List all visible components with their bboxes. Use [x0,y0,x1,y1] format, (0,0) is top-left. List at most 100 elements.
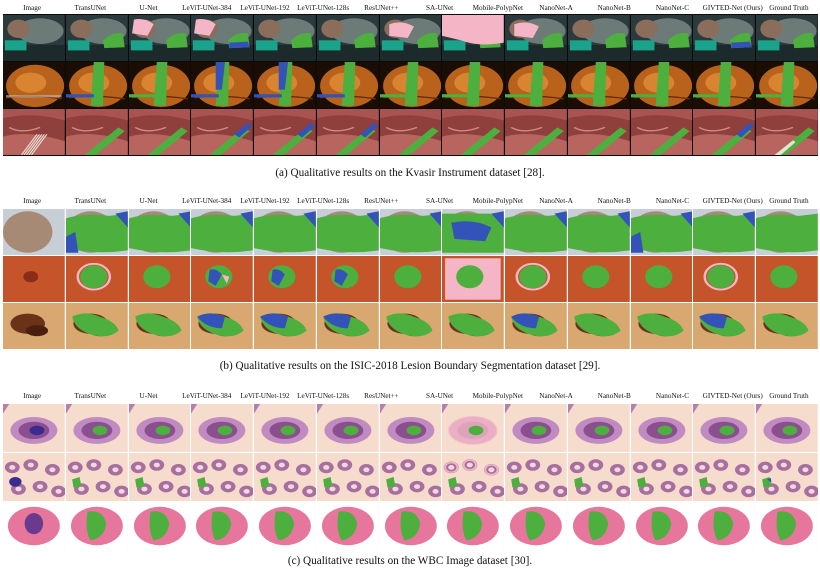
wbc-result-image [128,404,191,452]
kvasir-result-image [379,62,442,108]
kvasir-result-image [191,15,254,61]
kvasir-result-image [693,109,756,155]
isic-results-grid [3,209,818,349]
isic-result-image [567,209,630,255]
isic-result-image [379,209,442,255]
wbc-result-image [505,453,567,501]
column-header-givted-net-ours: GIVTED-Net (Ours) [702,4,763,12]
kvasir-result-image [379,109,442,155]
column-header-nanonet-a: NanoNet-A [539,197,573,205]
column-header-image: Image [23,392,42,400]
column-header-nanonet-a: NanoNet-A [539,4,573,12]
wbc-result-image [505,404,567,452]
column-header-sa-unet: SA-UNet [426,197,454,205]
kvasir-result-image [567,15,630,61]
isic-result-image [693,209,756,255]
column-header-mobile-polypnet: Mobile-PolypNet [472,197,523,205]
kvasir-result-image [505,15,567,61]
column-header-mobile-polypnet: Mobile-PolypNet [472,392,523,400]
wbc-result-image [505,502,567,550]
caption-wbc: (c) Qualitative results on the WBC Image… [287,555,533,567]
isic-result-image [693,256,756,302]
kvasir-result-image [316,109,379,155]
kvasir-result-image [567,109,630,155]
isic-result-image [65,256,128,302]
column-header-givted-net-ours: GIVTED-Net (Ours) [702,197,763,205]
column-header-ground-truth: Ground Truth [769,4,809,12]
panel-kvasir: Image TransUNet U-Net LeViT-UNet-384 LeViT-U… [0,0,820,185]
column-header-levit-unet-192: LeViT-UNet-192 [240,197,290,205]
wbc-result-image [191,453,254,501]
isic-result-image [3,256,65,302]
caption-isic: (b) Qualitative results on the ISIC-2018… [219,360,601,372]
column-header-image: Image [23,4,42,12]
kvasir-result-image [505,109,567,155]
wbc-result-image [128,453,191,501]
isic-result-image [756,209,818,255]
column-header-nanonet-b: NanoNet-B [597,4,631,12]
isic-result-image [442,303,505,349]
column-header-levit-unet-384: LeViT-UNet-384 [182,4,232,12]
column-header-u-net: U-Net [139,197,158,205]
isic-result-image [693,303,756,349]
column-header-nanonet-b: NanoNet-B [597,197,631,205]
wbc-result-image [65,453,128,501]
wbc-result-image [191,502,254,550]
wbc-result-image [191,404,254,452]
isic-result-image [128,303,191,349]
wbc-result-image [693,453,756,501]
kvasir-result-image [191,109,254,155]
column-header-sa-unet: SA-UNet [426,392,454,400]
column-header-nanonet-c: NanoNet-C [655,197,690,205]
isic-result-image [191,209,254,255]
kvasir-result-image [3,15,65,61]
panel-wbc: Image TransUNet U-Net LeViT-UNet-384 LeViT-U… [0,385,820,570]
isic-result-image [65,209,128,255]
isic-result-image [630,209,693,255]
isic-result-image [254,256,316,302]
column-header-u-net: U-Net [139,392,158,400]
column-header-givted-net-ours: GIVTED-Net (Ours) [702,392,763,400]
wbc-result-image [65,502,128,550]
column-header-resunet: ResUNet++ [364,197,399,205]
column-header-ground-truth: Ground Truth [769,392,809,400]
isic-result-image [65,303,128,349]
isic-result-image [3,303,65,349]
isic-result-image [316,256,379,302]
caption-kvasir: (a) Qualitative results on the Kvasir In… [275,167,545,179]
kvasir-result-image [505,62,567,108]
kvasir-result-image [316,62,379,108]
kvasir-result-image [3,109,65,155]
kvasir-result-image [254,109,316,155]
wbc-result-image [316,404,379,452]
column-header-u-net: U-Net [139,4,158,12]
column-header-nanonet-b: NanoNet-B [597,392,631,400]
kvasir-result-image [630,109,693,155]
wbc-result-image [379,453,442,501]
wbc-result-image [630,453,693,501]
panel-isic: Image TransUNet U-Net LeViT-UNet-384 LeViT-U… [0,190,820,380]
kvasir-result-image [756,109,818,155]
isic-result-image [567,303,630,349]
column-header-resunet: ResUNet++ [364,4,399,12]
kvasir-result-image [3,62,65,108]
wbc-result-image [630,404,693,452]
isic-result-image [756,303,818,349]
wbc-result-image [756,404,818,452]
isic-result-image [191,303,254,349]
column-header-sa-unet: SA-UNet [426,4,454,12]
isic-result-image [191,256,254,302]
column-header-row: Image TransUNet U-Net LeViT-UNet-384 LeViT-U… [0,195,820,207]
wbc-result-image [65,404,128,452]
column-header-levit-unet-128s: LeViT-UNet-128s [297,4,350,12]
wbc-result-image [442,453,505,501]
isic-result-image [3,209,65,255]
kvasir-results-grid [3,15,818,155]
column-header-levit-unet-128s: LeViT-UNet-128s [297,392,350,400]
wbc-result-image [567,404,630,452]
isic-result-image [128,209,191,255]
kvasir-result-image [693,62,756,108]
isic-result-image [442,256,505,302]
column-header-ground-truth: Ground Truth [769,197,809,205]
wbc-result-image [254,502,316,550]
